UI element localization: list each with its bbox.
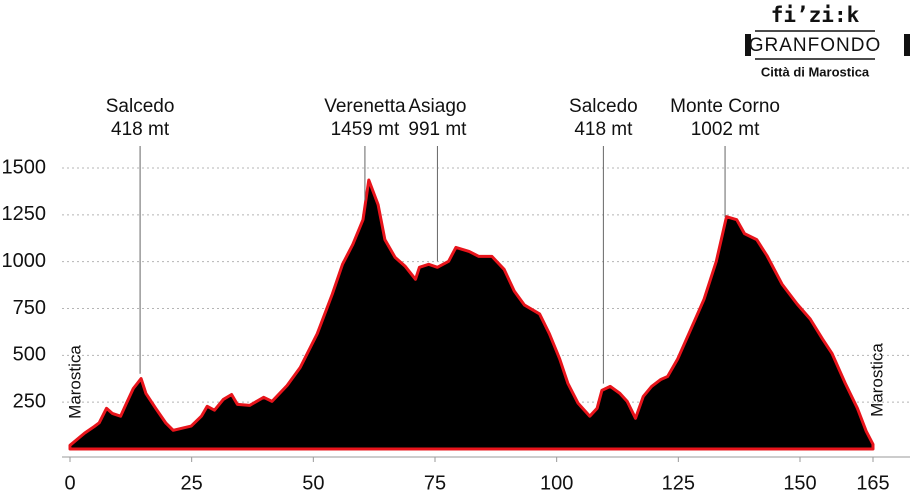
annotation-label: 1002 mt: [691, 119, 760, 140]
x-tick-label: 25: [181, 472, 203, 493]
x-tick-label: 100: [540, 472, 573, 493]
y-tick-label: 1000: [2, 250, 47, 272]
annotation-label: 991 mt: [408, 119, 467, 140]
x-tick-label: 165: [856, 472, 889, 493]
annotation-name: Verenetta: [324, 96, 406, 117]
annotation-name: Salcedo: [569, 96, 638, 117]
logo-place: Città di Marostica: [761, 64, 870, 79]
annotation-name: Monte Corno: [670, 96, 780, 117]
logo-event: GRANFONDO: [749, 35, 882, 56]
x-tick-label: 125: [662, 472, 695, 493]
logo-brand: fi’zi:k: [771, 3, 860, 27]
x-tick-label: 50: [302, 472, 324, 493]
annotation-label: 418 mt: [111, 119, 170, 140]
logo-icon: [745, 34, 751, 56]
annotation-name: Salcedo: [106, 96, 175, 117]
y-tick-label: 750: [13, 297, 46, 319]
y-tick-label: 250: [13, 390, 46, 412]
x-tick-label: 150: [783, 472, 816, 493]
end-label: Marostica: [867, 343, 886, 417]
y-tick-label: 1250: [2, 203, 47, 225]
y-tick-label: 1500: [2, 156, 47, 178]
logo: fi’zi:k GRANFONDO Città di Marostica: [745, 3, 910, 79]
annotation-name: Asiago: [408, 96, 466, 117]
y-tick-label: 500: [13, 344, 46, 366]
annotation-label: 1459 mt: [331, 119, 400, 140]
annotation-label: 418 mt: [574, 119, 633, 140]
start-label: Marostica: [65, 345, 84, 419]
logo-icon: [904, 34, 910, 56]
x-tick-label: 75: [424, 472, 446, 493]
x-tick-label: 0: [64, 472, 75, 493]
elevation-line: [68, 178, 875, 451]
elevation-area: [70, 180, 873, 449]
